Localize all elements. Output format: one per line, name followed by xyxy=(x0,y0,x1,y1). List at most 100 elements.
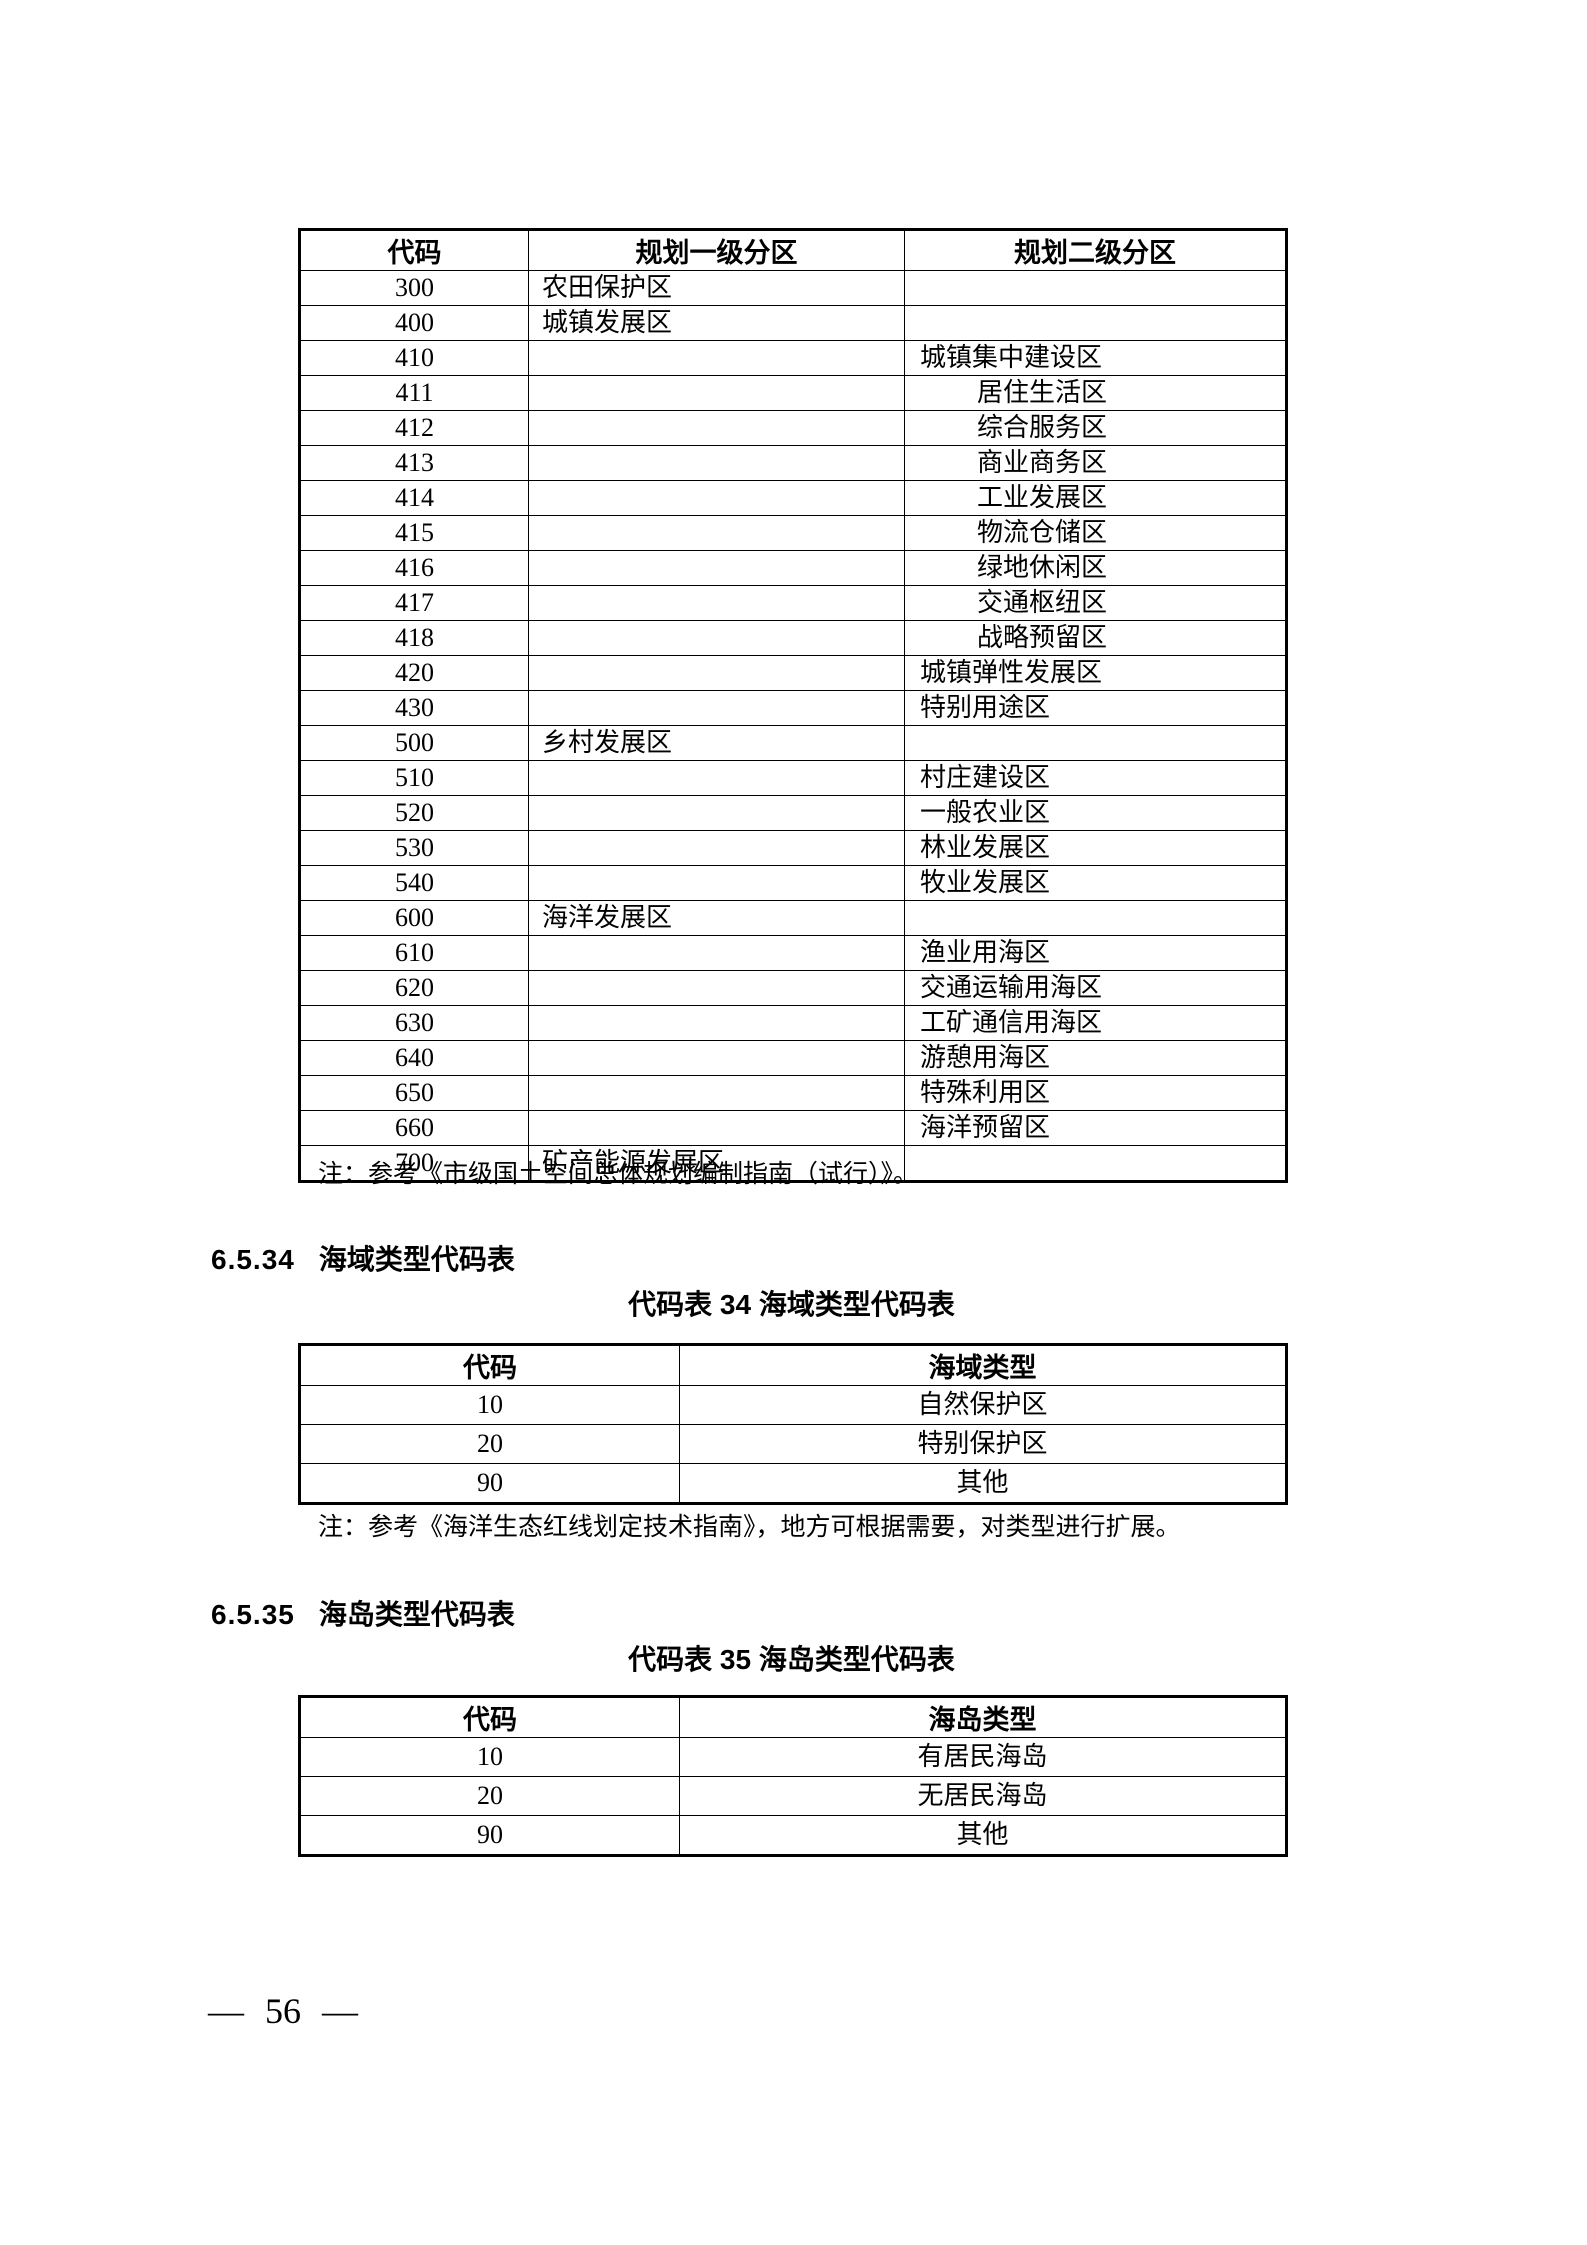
cell-sea-area-type: 特别保护区 xyxy=(679,1424,1287,1464)
cell-code: 520 xyxy=(299,795,529,831)
section-title: 海岛类型代码表 xyxy=(318,1599,515,1630)
section-number: 6.5.34 xyxy=(211,1244,295,1275)
cell-code: 300 xyxy=(299,270,529,306)
cell-level1-zone xyxy=(528,515,905,551)
sea-area-table-header: 代码 海域类型 xyxy=(299,1344,1287,1386)
cell-code: 500 xyxy=(299,725,529,761)
cell-code: 414 xyxy=(299,480,529,516)
cell-code: 540 xyxy=(299,865,529,901)
cell-level1-zone xyxy=(528,935,905,971)
cell-code: 10 xyxy=(299,1385,680,1425)
cell-level1-zone xyxy=(528,655,905,691)
cell-code: 620 xyxy=(299,970,529,1006)
cell-code: 660 xyxy=(299,1110,529,1146)
cell-level2-zone: 特殊利用区 xyxy=(904,1075,1287,1111)
planning-zone-code-table: 代码 规划一级分区 规划二级分区 300 农田保护区 400 城镇发展区 410 城镇集中… xyxy=(298,228,1288,1183)
table-row: 520 一般农业区 xyxy=(299,795,1287,831)
cell-level2-zone xyxy=(904,900,1287,936)
cell-code: 416 xyxy=(299,550,529,586)
cell-code: 417 xyxy=(299,585,529,621)
cell-level1-zone xyxy=(528,1075,905,1111)
cell-level2-zone: 渔业用海区 xyxy=(904,935,1287,971)
section-heading-6-5-35: 6.5.35 海岛类型代码表 xyxy=(211,1600,515,1630)
island-type-code-table: 代码 海岛类型 10 有居民海岛 20 无居民海岛 90 其他 xyxy=(298,1695,1288,1857)
table-row: 700 矿产能源发展区 xyxy=(299,1145,1287,1182)
table-row: 416 绿地休闲区 xyxy=(299,550,1287,586)
cell-code: 650 xyxy=(299,1075,529,1111)
cell-level1-zone xyxy=(528,970,905,1006)
column-header-level2-zone: 规划二级分区 xyxy=(904,229,1287,271)
table-row: 300 农田保护区 xyxy=(299,270,1287,306)
cell-code: 630 xyxy=(299,1005,529,1041)
cell-level1-zone xyxy=(528,1110,905,1146)
cell-island-type: 有居民海岛 xyxy=(679,1737,1287,1777)
sea-area-type-code-table: 代码 海域类型 10 自然保护区 20 特别保护区 90 其他 xyxy=(298,1343,1288,1505)
cell-level1-zone xyxy=(528,830,905,866)
cell-level1-zone: 乡村发展区 xyxy=(528,725,905,761)
table-row: 660 海洋预留区 xyxy=(299,1110,1287,1146)
cell-code: 415 xyxy=(299,515,529,551)
table-row: 400 城镇发展区 xyxy=(299,305,1287,341)
cell-level1-zone xyxy=(528,550,905,586)
cell-level1-zone xyxy=(528,585,905,621)
cell-island-type: 其他 xyxy=(679,1815,1287,1856)
cell-code: 400 xyxy=(299,305,529,341)
table-row: 620 交通运输用海区 xyxy=(299,970,1287,1006)
table-row: 412 综合服务区 xyxy=(299,410,1287,446)
cell-level1-zone xyxy=(528,445,905,481)
cell-level1-zone xyxy=(528,620,905,656)
cell-sea-area-type: 自然保护区 xyxy=(679,1385,1287,1425)
cell-level2-zone: 游憩用海区 xyxy=(904,1040,1287,1076)
column-header-sea-area-type: 海域类型 xyxy=(679,1344,1287,1386)
cell-level2-zone xyxy=(904,725,1287,761)
cell-code: 510 xyxy=(299,760,529,796)
cell-level2-zone: 村庄建设区 xyxy=(904,760,1287,796)
table-row: 640 游憩用海区 xyxy=(299,1040,1287,1076)
page-number: — 56 — xyxy=(208,1991,358,2031)
column-header-island-type: 海岛类型 xyxy=(679,1696,1287,1738)
cell-code: 700 xyxy=(299,1145,529,1182)
column-header-code: 代码 xyxy=(299,1344,680,1386)
section-title: 海域类型代码表 xyxy=(318,1244,515,1275)
column-header-code: 代码 xyxy=(299,1696,680,1738)
table-row: 414 工业发展区 xyxy=(299,480,1287,516)
cell-level2-zone: 商业商务区 xyxy=(904,445,1287,481)
table-row: 630 工矿通信用海区 xyxy=(299,1005,1287,1041)
cell-code: 610 xyxy=(299,935,529,971)
cell-level1-zone xyxy=(528,1005,905,1041)
section-number: 6.5.35 xyxy=(211,1599,295,1630)
table-row: 90 其他 xyxy=(299,1463,1287,1504)
table-row: 610 渔业用海区 xyxy=(299,935,1287,971)
table-row: 420 城镇弹性发展区 xyxy=(299,655,1287,691)
table-row: 540 牧业发展区 xyxy=(299,865,1287,901)
table-row: 417 交通枢纽区 xyxy=(299,585,1287,621)
column-header-level1-zone: 规划一级分区 xyxy=(528,229,905,271)
cell-code: 90 xyxy=(299,1815,680,1856)
planning-zone-table-header: 代码 规划一级分区 规划二级分区 xyxy=(299,229,1287,271)
table-row: 510 村庄建设区 xyxy=(299,760,1287,796)
cell-level1-zone xyxy=(528,795,905,831)
cell-level1-zone xyxy=(528,340,905,376)
cell-level2-zone: 海洋预留区 xyxy=(904,1110,1287,1146)
cell-level1-zone: 城镇发展区 xyxy=(528,305,905,341)
cell-level1-zone xyxy=(528,760,905,796)
cell-level1-zone: 农田保护区 xyxy=(528,270,905,306)
table-row: 10 有居民海岛 xyxy=(299,1737,1287,1777)
cell-level2-zone: 绿地休闲区 xyxy=(904,550,1287,586)
table34-caption: 代码表 34 海域类型代码表 xyxy=(628,1289,955,1320)
cell-level2-zone: 工矿通信用海区 xyxy=(904,1005,1287,1041)
cell-level1-zone xyxy=(528,375,905,411)
cell-level2-zone: 综合服务区 xyxy=(904,410,1287,446)
table-row: 20 无居民海岛 xyxy=(299,1776,1287,1816)
table-row: 530 林业发展区 xyxy=(299,830,1287,866)
cell-code: 412 xyxy=(299,410,529,446)
cell-level2-zone: 工业发展区 xyxy=(904,480,1287,516)
cell-level2-zone: 一般农业区 xyxy=(904,795,1287,831)
cell-level1-zone: 矿产能源发展区 xyxy=(528,1145,905,1182)
cell-level2-zone xyxy=(904,1145,1287,1182)
cell-code: 90 xyxy=(299,1463,680,1504)
cell-level2-zone: 城镇集中建设区 xyxy=(904,340,1287,376)
cell-level2-zone: 物流仓储区 xyxy=(904,515,1287,551)
planning-zone-table-note: 注：参考《市级国土空间总体规划编制指南（试行）》。 xyxy=(318,1161,919,1188)
